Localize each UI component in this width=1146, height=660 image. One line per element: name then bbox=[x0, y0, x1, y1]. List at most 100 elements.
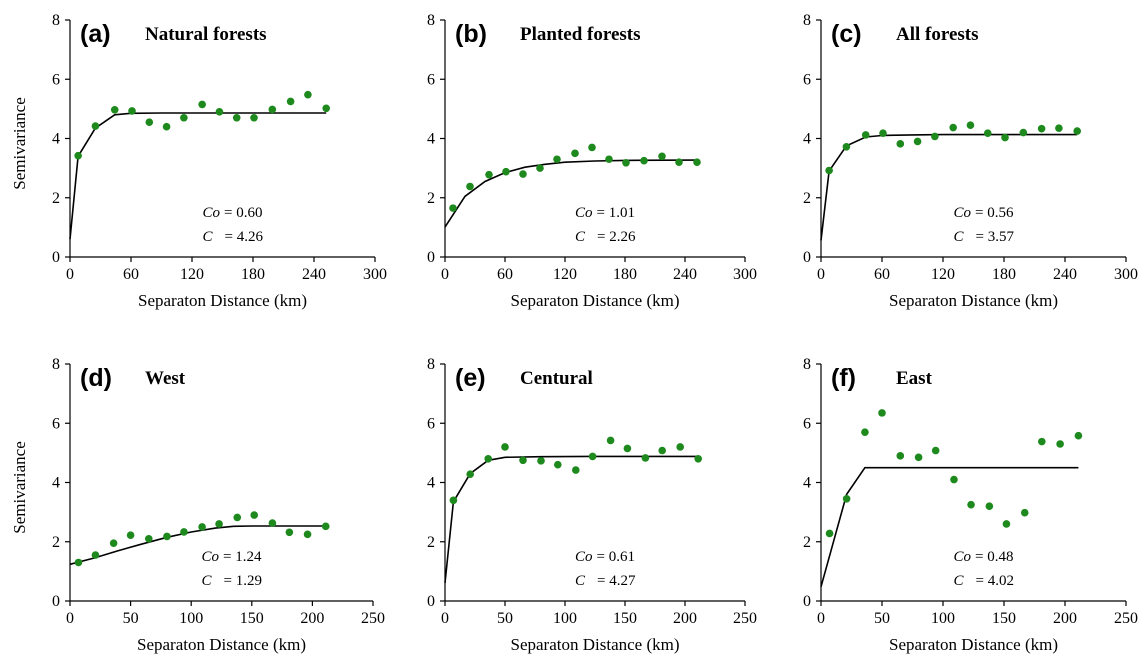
x-tick-label: 150 bbox=[613, 610, 637, 627]
data-point bbox=[1073, 127, 1081, 135]
data-point bbox=[842, 494, 851, 503]
x-tick-label: 0 bbox=[66, 266, 74, 283]
data-point bbox=[128, 107, 136, 115]
c-annotation: C = 4.27 bbox=[575, 573, 636, 589]
data-point bbox=[321, 522, 330, 531]
co-annotation: Co = 1.01 bbox=[575, 205, 635, 221]
x-axis-title: Separaton Distance (km) bbox=[511, 291, 680, 310]
data-point bbox=[623, 444, 632, 453]
c-label: C bbox=[203, 229, 214, 245]
data-point bbox=[537, 457, 545, 465]
x-tick-label: 0 bbox=[817, 266, 825, 283]
y-tick-label: 2 bbox=[52, 534, 60, 551]
data-point bbox=[110, 105, 119, 114]
fitted-model-line bbox=[820, 466, 1079, 588]
y-tick-label: 8 bbox=[52, 356, 60, 373]
data-point bbox=[622, 158, 630, 167]
panel-letter: (f) bbox=[831, 364, 856, 392]
data-point bbox=[861, 131, 870, 139]
data-point bbox=[198, 100, 206, 109]
data-point bbox=[1037, 124, 1046, 133]
c-value: = 4.27 bbox=[597, 573, 636, 589]
panel-title: East bbox=[896, 368, 933, 389]
co-label: Co bbox=[954, 549, 972, 565]
x-tick-label: 120 bbox=[180, 266, 204, 283]
data-point bbox=[1002, 520, 1011, 528]
chart-panel-c: 0 2 4 6 8 0 60 120 180 240 300 Separaton Distance (… bbox=[803, 12, 1138, 310]
data-point bbox=[641, 454, 650, 462]
c-annotation: C = 4.02 bbox=[954, 573, 1014, 589]
data-point bbox=[571, 149, 579, 158]
data-point bbox=[1055, 124, 1063, 132]
x-axis-title: Separaton Distance (km) bbox=[889, 291, 1058, 310]
x-axis-title: Separaton Distance (km) bbox=[889, 635, 1058, 654]
data-point bbox=[502, 167, 510, 176]
data-point bbox=[896, 452, 905, 460]
data-point bbox=[693, 158, 701, 166]
x-tick-label: 60 bbox=[874, 266, 890, 283]
data-point bbox=[233, 513, 242, 522]
x-tick-label: 0 bbox=[817, 610, 825, 627]
x-tick-label: 250 bbox=[1114, 610, 1138, 627]
fitted-model-line bbox=[444, 455, 699, 583]
co-value: = 0.60 bbox=[224, 205, 262, 221]
data-point bbox=[983, 129, 992, 137]
data-point bbox=[1001, 133, 1009, 142]
data-point bbox=[74, 151, 82, 160]
data-point bbox=[588, 143, 596, 152]
panel-letter: (e) bbox=[455, 364, 486, 392]
data-point bbox=[966, 121, 975, 129]
y-tick-label: 0 bbox=[803, 593, 811, 610]
x-tick-label: 50 bbox=[123, 610, 139, 627]
data-point bbox=[536, 164, 544, 172]
data-point bbox=[605, 155, 613, 164]
data-point bbox=[91, 551, 100, 559]
x-tick-label: 100 bbox=[553, 610, 577, 627]
data-point bbox=[606, 436, 615, 445]
c-annotation: C = 3.57 bbox=[954, 229, 1015, 245]
data-point bbox=[554, 460, 562, 469]
x-tick-label: 0 bbox=[441, 610, 449, 627]
y-tick-label: 0 bbox=[427, 593, 435, 610]
panel-title: Planted forests bbox=[520, 24, 641, 45]
y-tick-label: 8 bbox=[803, 356, 811, 373]
data-point bbox=[303, 530, 312, 539]
data-point bbox=[879, 129, 887, 137]
data-point bbox=[676, 443, 684, 451]
data-point bbox=[825, 529, 834, 538]
y-axis-title: Semivariance bbox=[10, 97, 29, 190]
y-tick-label: 4 bbox=[803, 475, 811, 492]
co-label: Co bbox=[203, 205, 221, 221]
data-point bbox=[1056, 440, 1064, 448]
co-value: = 0.56 bbox=[975, 205, 1014, 221]
panel-letter: (a) bbox=[80, 20, 111, 48]
y-tick-label: 2 bbox=[427, 190, 435, 207]
y-tick-label: 8 bbox=[803, 12, 811, 29]
co-label: Co bbox=[954, 205, 972, 221]
y-axis-title: Semivariance bbox=[10, 441, 29, 534]
data-point bbox=[878, 409, 886, 417]
x-tick-label: 240 bbox=[673, 266, 697, 283]
x-tick-label: 250 bbox=[361, 610, 385, 627]
data-point bbox=[250, 511, 259, 519]
data-point bbox=[950, 475, 958, 484]
x-tick-label: 50 bbox=[497, 610, 513, 627]
x-tick-label: 0 bbox=[441, 266, 449, 283]
x-tick-label: 250 bbox=[733, 610, 757, 627]
data-point bbox=[985, 502, 994, 511]
y-tick-label: 0 bbox=[427, 249, 435, 266]
data-point bbox=[162, 122, 171, 131]
panel-letter: (d) bbox=[80, 364, 112, 392]
x-tick-label: 150 bbox=[992, 610, 1016, 627]
x-tick-label: 150 bbox=[240, 610, 264, 627]
data-point bbox=[109, 539, 118, 548]
data-point bbox=[268, 519, 277, 527]
data-point bbox=[268, 105, 277, 114]
y-tick-label: 0 bbox=[803, 249, 811, 266]
y-tick-label: 6 bbox=[803, 415, 811, 432]
data-point bbox=[1020, 508, 1029, 517]
panel-title: West bbox=[145, 368, 186, 389]
x-tick-label: 300 bbox=[363, 266, 387, 283]
x-tick-label: 100 bbox=[931, 610, 955, 627]
